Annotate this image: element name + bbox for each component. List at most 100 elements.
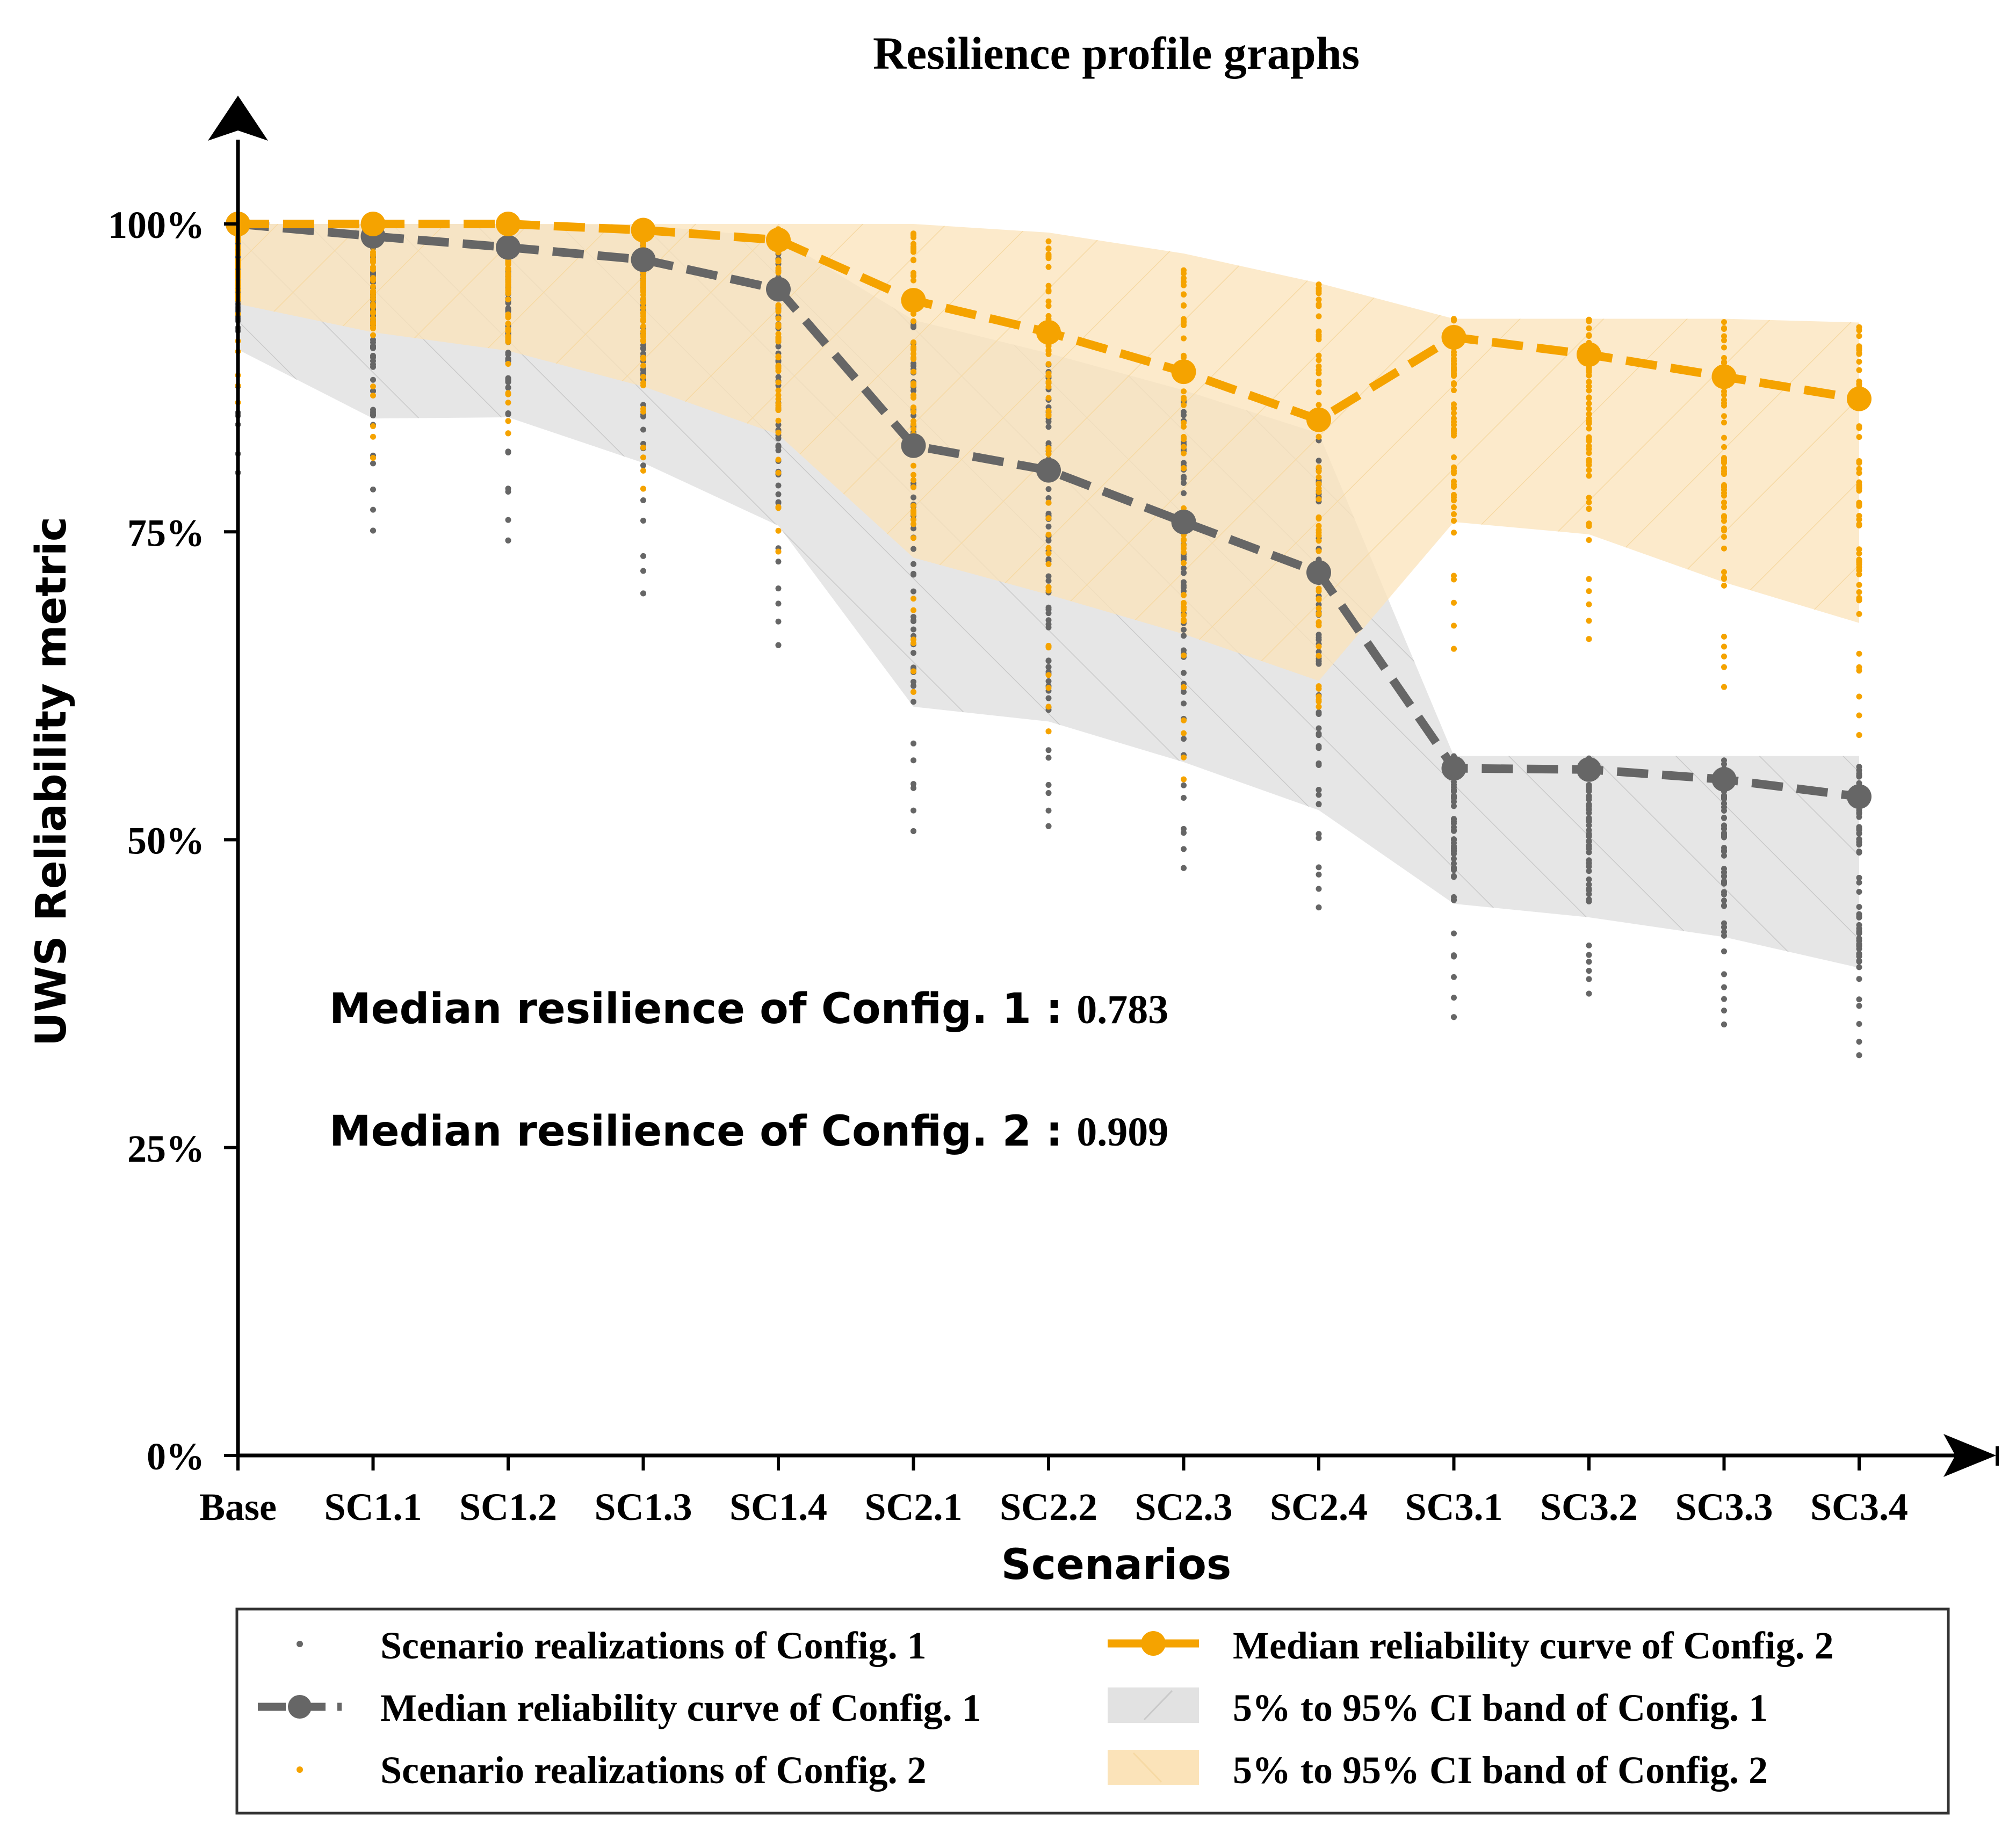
realization-point [1181, 776, 1187, 783]
realization-point [1586, 387, 1592, 394]
realization-point [505, 277, 511, 284]
realization-point [1316, 538, 1322, 544]
realization-point [911, 626, 916, 633]
axes [208, 96, 1999, 1477]
realization-point [775, 417, 782, 424]
realization-point [1181, 730, 1187, 736]
realization-point [1316, 864, 1322, 871]
realization-point [1721, 796, 1727, 802]
legend-swatch-median-config-1 [258, 1695, 342, 1719]
realization-point [505, 400, 511, 406]
realization-point [1045, 807, 1052, 814]
realization-point [1721, 757, 1727, 764]
realization-point [1045, 298, 1052, 305]
realization-point [1045, 545, 1052, 551]
realization-point [1316, 619, 1322, 625]
realization-point [911, 618, 916, 625]
realization-point [1451, 410, 1457, 416]
realization-point [505, 351, 511, 358]
median-curve-point [1847, 386, 1872, 411]
x-tick-label: SC3.4 [1810, 1486, 1908, 1528]
realization-point [911, 270, 916, 276]
realization-point [1856, 904, 1862, 910]
realization-point [775, 499, 782, 505]
realization-point [1586, 881, 1592, 888]
realization-point [505, 517, 511, 523]
realization-point [1586, 868, 1592, 874]
realization-point [1586, 523, 1592, 530]
realization-point [775, 368, 782, 374]
realization-point [1045, 264, 1052, 270]
realization-point [1721, 1008, 1727, 1014]
y-tick-label: 100% [108, 204, 205, 247]
realization-point [1316, 831, 1322, 837]
realization-point [1586, 411, 1592, 417]
realization-point [1451, 787, 1457, 794]
realization-point [1181, 554, 1187, 560]
realization-point [1721, 643, 1727, 650]
realization-point [1181, 474, 1187, 480]
realization-point [775, 387, 782, 394]
realization-point [1451, 518, 1457, 524]
realization-point [1856, 501, 1862, 508]
realization-point [1316, 464, 1322, 470]
realization-point [1451, 483, 1457, 490]
realization-point [1586, 467, 1592, 473]
realization-point [640, 444, 646, 451]
realization-point [640, 334, 646, 340]
realization-point [1856, 546, 1862, 553]
realization-point [1045, 550, 1052, 556]
annotation-config-1: Median resilience of Config. 1 : 0.783 [329, 985, 1168, 1033]
realization-point [1586, 395, 1592, 401]
x-tick-label: SC2.3 [1135, 1486, 1232, 1528]
y-tick-label: 0% [147, 1435, 205, 1478]
realization-point [1856, 874, 1862, 881]
realization-point [911, 503, 916, 509]
median-curve-point [901, 433, 926, 458]
x-axis-arrow-icon [1943, 1434, 1996, 1477]
realization-point [1856, 1052, 1862, 1059]
realization-point [1856, 712, 1862, 719]
realization-point [1316, 548, 1322, 554]
realization-point [1586, 400, 1592, 407]
realization-point [775, 618, 782, 625]
realization-point [1721, 419, 1727, 426]
realization-point [640, 354, 646, 361]
realization-point [640, 277, 646, 283]
realization-point [775, 559, 782, 565]
realization-point [1316, 296, 1322, 303]
realization-point [1856, 550, 1862, 556]
realization-point [1721, 490, 1727, 496]
median-curve-point [766, 277, 791, 302]
realization-point [1316, 458, 1322, 464]
median-curve-point [631, 247, 656, 272]
realization-point [370, 506, 376, 513]
realization-point [1045, 755, 1052, 761]
realization-point [1045, 577, 1052, 584]
realization-point [1316, 381, 1322, 388]
median-curve-point [1441, 324, 1466, 350]
realization-point [775, 343, 782, 350]
realization-point [1181, 490, 1187, 496]
realization-point [1856, 848, 1862, 854]
realization-point [1316, 313, 1322, 320]
realization-point [1181, 409, 1187, 415]
realization-point [1181, 282, 1187, 288]
realization-point [1181, 460, 1187, 466]
legend-swatch-realizations-config-1 [297, 1641, 303, 1647]
median-curve-point [1577, 342, 1601, 367]
realization-point [1451, 454, 1457, 461]
realization-point [505, 272, 511, 278]
realization-point [1721, 397, 1727, 403]
realization-point [640, 363, 646, 369]
realization-point [1181, 436, 1187, 443]
realization-point [1586, 379, 1592, 385]
realization-point [1721, 455, 1727, 461]
realization-point [1045, 380, 1052, 386]
y-tick-label: 75% [127, 511, 205, 554]
realization-point [640, 486, 646, 492]
realization-point [911, 807, 916, 814]
realization-point [1045, 728, 1052, 735]
realization-point [911, 494, 916, 501]
realization-point [1045, 424, 1052, 430]
